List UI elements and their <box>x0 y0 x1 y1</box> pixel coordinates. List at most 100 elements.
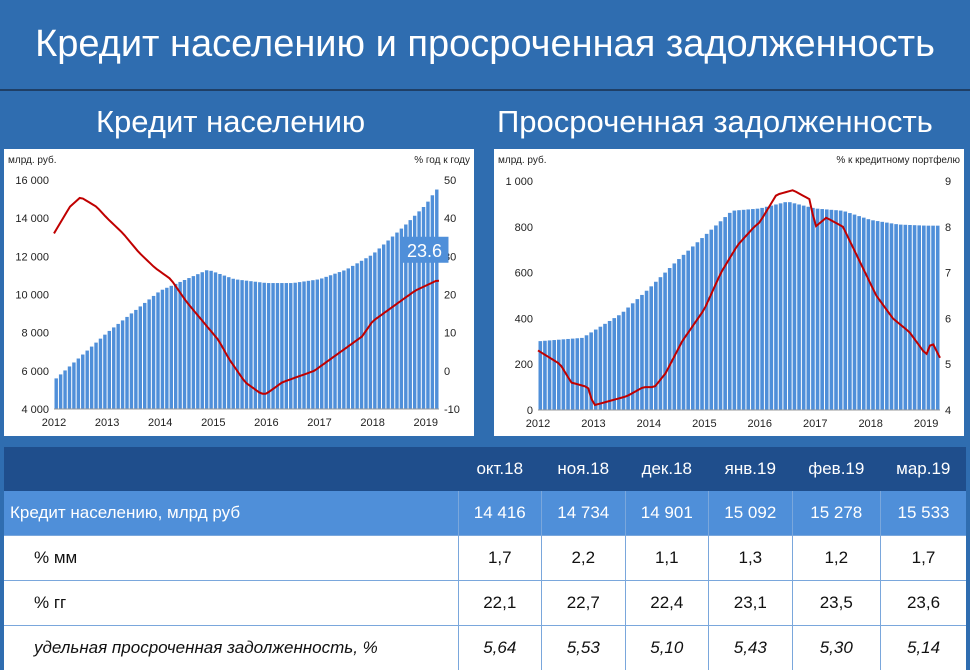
y-right-tick-label: 20 <box>444 290 456 302</box>
x-tick-label: 2015 <box>201 417 225 429</box>
table-cell: 23,6 <box>880 581 966 626</box>
bar <box>112 327 115 409</box>
bar <box>802 206 806 410</box>
bar <box>682 255 686 410</box>
x-tick-label: 2014 <box>637 418 661 430</box>
bar <box>125 317 128 409</box>
bar <box>378 248 381 409</box>
bar <box>659 277 663 410</box>
bar <box>192 276 195 409</box>
bar <box>236 280 239 409</box>
x-tick-label: 2014 <box>148 417 172 429</box>
bar <box>552 340 556 410</box>
x-tick-label: 2016 <box>254 417 278 429</box>
bar <box>262 283 265 409</box>
y-left-tick-label: 0 <box>527 405 533 417</box>
bar <box>622 312 626 410</box>
bar <box>316 280 319 409</box>
bar <box>765 207 769 410</box>
bar <box>386 241 389 409</box>
table-cell: 1,7 <box>458 536 542 581</box>
bar <box>575 338 579 410</box>
table-header-empty <box>4 447 458 491</box>
stats-table: окт.18 ноя.18 дек.18 янв.19 фев.19 мар.1… <box>4 447 966 670</box>
title-divider <box>0 89 970 91</box>
bar <box>580 338 584 410</box>
bar <box>209 271 212 409</box>
bar <box>783 202 787 410</box>
y-left-tick-label: 800 <box>515 222 533 234</box>
y-left-tick-label: 400 <box>515 313 533 325</box>
col-header: окт.18 <box>458 447 542 491</box>
bar <box>435 190 438 409</box>
bar <box>223 276 226 409</box>
bar <box>170 286 173 409</box>
col-header: мар.19 <box>880 447 966 491</box>
bar <box>612 318 616 410</box>
table-cell: 1,1 <box>625 536 709 581</box>
bar <box>774 204 778 410</box>
bar <box>714 225 718 410</box>
table-cell: 23,5 <box>792 581 880 626</box>
bar <box>705 234 709 410</box>
y-right-tick-label: 6 <box>945 313 951 325</box>
bar <box>645 291 649 410</box>
bar <box>917 225 921 410</box>
table-cell: 15 278 <box>792 491 880 536</box>
bar <box>594 330 598 410</box>
table-cell: 1,7 <box>880 536 966 581</box>
table-cell: 22,1 <box>458 581 542 626</box>
bar <box>99 339 102 409</box>
table-cell: 2,2 <box>542 536 626 581</box>
left-axis-unit: млрд. руб. <box>8 154 57 166</box>
annotation-label: 23.6 <box>407 241 442 261</box>
table-cell: 14 416 <box>458 491 542 536</box>
bar <box>654 282 658 410</box>
x-tick-label: 2012 <box>526 418 550 430</box>
bar <box>599 327 603 410</box>
bar <box>355 263 358 409</box>
y-right-tick-label: 9 <box>945 176 951 188</box>
bar <box>807 207 811 410</box>
bar <box>927 226 931 410</box>
y-right-tick-label: 7 <box>945 268 951 280</box>
bar <box>196 274 199 409</box>
bar <box>746 209 750 410</box>
table-cell: 14 734 <box>542 491 626 536</box>
table-row: удельная просроченная задолженность, % 5… <box>4 626 966 670</box>
overdue-chart: млрд. руб.% к кредитному портфелю0200400… <box>494 149 964 436</box>
bar <box>174 284 177 409</box>
bar <box>811 208 815 410</box>
bar <box>347 268 350 409</box>
row-label: удельная просроченная задолженность, % <box>4 626 458 670</box>
bar <box>227 277 230 409</box>
bar <box>240 280 243 409</box>
bar <box>395 233 398 409</box>
row-label: Кредит населению, млрд руб <box>4 491 458 536</box>
bar <box>677 259 681 410</box>
bar <box>320 278 323 409</box>
y-right-tick-label: -10 <box>444 404 460 416</box>
bar <box>139 306 142 409</box>
table-cell: 5,64 <box>458 626 542 670</box>
bar <box>663 273 667 410</box>
bar <box>289 283 292 409</box>
bar <box>302 281 305 409</box>
bar <box>156 292 159 409</box>
y-left-tick-label: 12 000 <box>15 251 49 263</box>
bar <box>55 378 58 409</box>
bar <box>936 226 940 410</box>
y-left-tick-label: 200 <box>515 359 533 371</box>
bar <box>899 225 903 410</box>
table-cell: 15 533 <box>880 491 966 536</box>
right-axis-unit: % к кредитному портфелю <box>836 154 960 166</box>
bar <box>134 310 137 409</box>
bar <box>571 339 575 410</box>
bar <box>324 277 327 409</box>
col-header: янв.19 <box>709 447 793 491</box>
bar <box>214 272 217 409</box>
table-cell: 14 901 <box>625 491 709 536</box>
bar <box>382 244 385 409</box>
bar <box>700 238 704 410</box>
